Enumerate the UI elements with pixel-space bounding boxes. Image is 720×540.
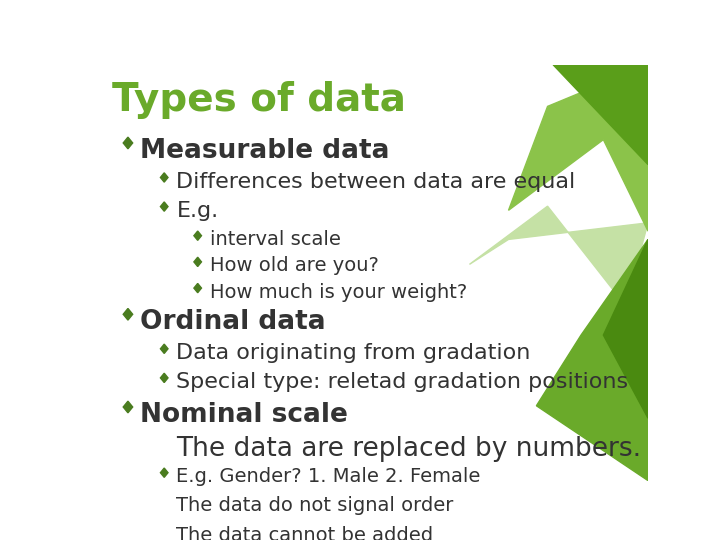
Polygon shape — [123, 308, 132, 320]
Polygon shape — [161, 526, 168, 536]
Text: Measurable data: Measurable data — [140, 138, 390, 164]
Text: Special type: reletad gradation positions: Special type: reletad gradation position… — [176, 373, 629, 393]
Polygon shape — [194, 231, 202, 240]
Polygon shape — [161, 373, 168, 382]
Polygon shape — [161, 202, 168, 211]
Text: Nominal scale: Nominal scale — [140, 402, 348, 428]
Text: The data cannot be added: The data cannot be added — [176, 525, 433, 540]
Text: Data originating from gradation: Data originating from gradation — [176, 343, 531, 363]
Polygon shape — [123, 137, 132, 149]
Text: E.g. Gender? 1. Male 2. Female: E.g. Gender? 1. Male 2. Female — [176, 467, 481, 487]
Text: Ordinal data: Ordinal data — [140, 309, 326, 335]
Text: How old are you?: How old are you? — [210, 256, 379, 275]
Text: The data are replaced by numbers.: The data are replaced by numbers. — [176, 436, 642, 462]
Polygon shape — [469, 206, 648, 306]
Polygon shape — [508, 65, 648, 231]
Polygon shape — [123, 401, 132, 413]
Polygon shape — [161, 173, 168, 182]
Polygon shape — [603, 239, 648, 418]
Text: E.g.: E.g. — [176, 201, 219, 221]
Text: The data do not signal order: The data do not signal order — [176, 496, 454, 515]
Text: Differences between data are equal: Differences between data are equal — [176, 172, 576, 192]
Polygon shape — [161, 468, 168, 477]
Polygon shape — [161, 344, 168, 354]
Polygon shape — [161, 497, 168, 507]
Polygon shape — [194, 284, 202, 293]
Text: Types of data: Types of data — [112, 82, 406, 119]
Polygon shape — [553, 65, 648, 165]
Text: How much is your weight?: How much is your weight? — [210, 282, 467, 302]
Polygon shape — [194, 257, 202, 267]
Text: interval scale: interval scale — [210, 230, 341, 249]
Polygon shape — [536, 239, 648, 481]
